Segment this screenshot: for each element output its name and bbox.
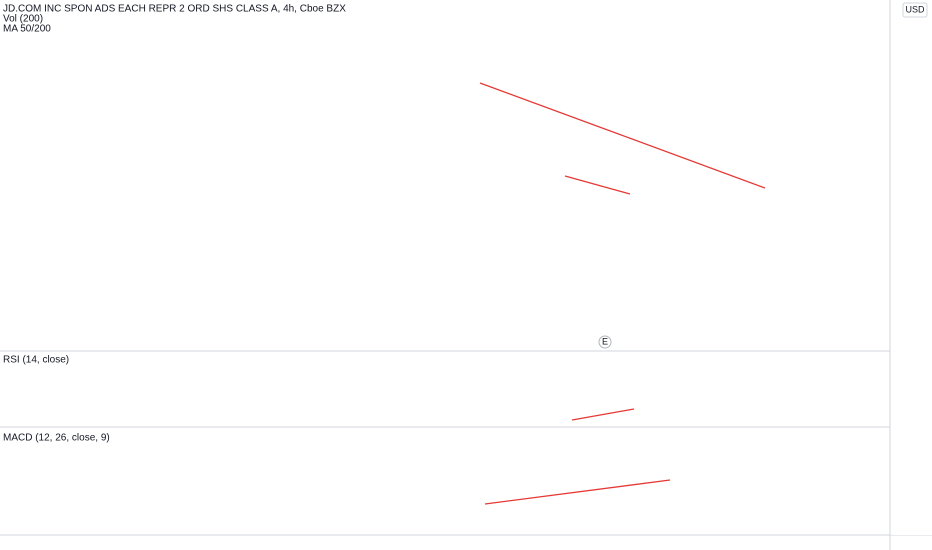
trend-line[interactable] [479,82,766,189]
chart-title: JD.COM INC SPON ADS EACH REPR 2 ORD SHS … [3,4,346,15]
trend-line[interactable] [564,175,631,195]
indicator-legend: MA 50/200 [3,24,51,35]
earnings-icon-label: E [602,336,608,346]
price-axis [890,0,932,535]
trend-line[interactable] [571,408,635,421]
currency: USD [905,4,925,14]
earnings-icon[interactable] [598,335,612,349]
macd-title: MACD (12, 26, close, 9) [3,433,110,444]
indicator-legend: Vol (200) [3,14,43,25]
rsi-title: RSI (14, close) [3,355,69,366]
trend-line[interactable] [484,479,671,505]
currency-button[interactable] [902,2,928,18]
